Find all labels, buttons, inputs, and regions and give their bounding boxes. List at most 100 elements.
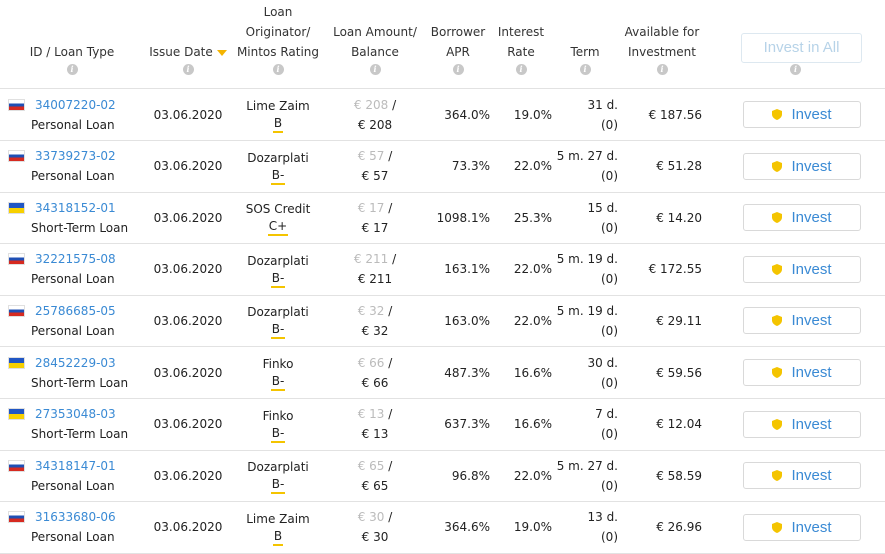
header-apr[interactable]: Borrower APR i bbox=[426, 0, 490, 88]
info-icon[interactable]: i bbox=[579, 64, 591, 75]
header-amount[interactable]: Loan Amount/ Balance i bbox=[324, 0, 426, 88]
info-icon[interactable]: i bbox=[369, 64, 381, 75]
info-icon[interactable]: i bbox=[66, 64, 78, 75]
header-issue-date[interactable]: Issue Date i bbox=[144, 0, 232, 88]
mintos-rating[interactable]: B- bbox=[270, 168, 286, 185]
header-originator[interactable]: Loan Originator/ Mintos Rating i bbox=[232, 0, 324, 88]
originator-cell: Lime Zaim B bbox=[232, 502, 324, 553]
invest-button-label: Invest bbox=[791, 260, 832, 278]
header-available-line2: Investment bbox=[628, 45, 696, 59]
shield-icon bbox=[772, 212, 783, 224]
term-cell: 5 m. 27 d. (0) bbox=[552, 450, 618, 501]
term-value: 5 m. 27 d. bbox=[556, 458, 618, 473]
issue-date: 03.06.2020 bbox=[144, 347, 232, 398]
loan-id-link[interactable]: 27353048-03 bbox=[35, 407, 116, 422]
table-row: 31633680-06 Personal Loan 03.06.2020 Lime Z… bbox=[0, 502, 885, 554]
originator-name: Dozarplati bbox=[247, 305, 309, 320]
amount-cell: € 17 /€ 17 bbox=[324, 192, 426, 243]
header-term[interactable]: Term i bbox=[552, 0, 618, 88]
header-id-type[interactable]: ID / Loan Type i bbox=[0, 0, 144, 88]
originator-name: Finko bbox=[262, 408, 294, 423]
interest-rate-value: 22.0% bbox=[513, 262, 552, 277]
info-icon[interactable]: i bbox=[272, 64, 284, 75]
invest-button[interactable]: Invest bbox=[743, 307, 861, 335]
info-icon[interactable]: i bbox=[790, 64, 801, 75]
loan-amount: € 66 bbox=[357, 355, 385, 370]
borrower-apr: 637.3% bbox=[426, 399, 490, 450]
mintos-rating[interactable]: B- bbox=[270, 426, 286, 443]
borrower-apr: 1098.1% bbox=[426, 192, 490, 243]
available-value: € 51.28 bbox=[656, 159, 702, 174]
invest-button[interactable]: Invest bbox=[743, 255, 861, 283]
term-extension: (0) bbox=[601, 169, 618, 184]
available-value: € 172.55 bbox=[648, 262, 702, 277]
available-cell: € 59.56 bbox=[618, 347, 706, 398]
loan-amount: € 211 bbox=[353, 252, 389, 267]
invest-button-label: Invest bbox=[791, 312, 832, 330]
originator-cell: Dozarplati B- bbox=[232, 295, 324, 346]
header-id-type-label: ID / Loan Type bbox=[29, 45, 115, 59]
invest-all-button[interactable]: Invest in All bbox=[741, 33, 862, 63]
invest-button[interactable]: Invest bbox=[743, 204, 861, 232]
invest-button[interactable]: Invest bbox=[743, 359, 861, 386]
term-extension: (0) bbox=[601, 530, 618, 545]
invest-button[interactable]: Invest bbox=[743, 152, 861, 180]
header-interest-line2: Rate bbox=[507, 45, 535, 59]
invest-button[interactable]: Invest bbox=[743, 410, 861, 438]
borrower-apr: 364.0% bbox=[426, 89, 490, 140]
mintos-rating[interactable]: B bbox=[272, 529, 284, 546]
loan-balance: € 32 bbox=[361, 323, 389, 338]
sort-desc-icon[interactable] bbox=[216, 49, 227, 56]
mintos-rating[interactable]: B- bbox=[270, 477, 286, 495]
loan-id-link[interactable]: 34318152-01 bbox=[35, 200, 116, 215]
loan-id-link[interactable]: 34318147-01 bbox=[35, 458, 116, 473]
info-icon[interactable]: i bbox=[656, 64, 668, 75]
term-cell: 7 d. (0) bbox=[552, 399, 618, 450]
issue-date-value: 03.06.2020 bbox=[153, 365, 223, 380]
loan-id-link[interactable]: 28452229-03 bbox=[35, 355, 116, 370]
table-row: 32221575-08 Personal Loan 03.06.2020 Dozarp… bbox=[0, 244, 885, 296]
term-cell: 5 m. 19 d. (0) bbox=[552, 295, 618, 346]
invest-button[interactable]: Invest bbox=[743, 513, 861, 541]
loan-id-link[interactable]: 25786685-05 bbox=[35, 303, 116, 318]
mintos-rating[interactable]: B bbox=[272, 116, 284, 133]
invest-button[interactable]: Invest bbox=[743, 101, 861, 128]
term-extension: (0) bbox=[601, 478, 618, 493]
issue-date: 03.06.2020 bbox=[144, 295, 232, 346]
loan-amount: € 32 bbox=[357, 303, 385, 318]
mintos-rating[interactable]: B- bbox=[270, 271, 286, 288]
term-cell: 31 d. (0) bbox=[552, 89, 618, 140]
amount-cell: € 66 /€ 66 bbox=[324, 347, 426, 398]
originator-cell: SOS Credit C+ bbox=[232, 192, 324, 243]
term-extension: (0) bbox=[601, 117, 618, 132]
header-interest[interactable]: Interest Rate i bbox=[490, 0, 552, 88]
loan-id-link[interactable]: 34007220-02 bbox=[35, 97, 116, 112]
borrower-apr-value: 487.3% bbox=[444, 365, 490, 380]
shield-icon bbox=[772, 367, 783, 378]
borrower-apr: 96.8% bbox=[426, 450, 490, 501]
mintos-rating[interactable]: B- bbox=[270, 322, 286, 340]
interest-rate: 19.0% bbox=[490, 502, 552, 553]
issue-date-value: 03.06.2020 bbox=[153, 210, 223, 225]
invest-button[interactable]: Invest bbox=[743, 462, 861, 490]
loan-id-link[interactable]: 33739273-02 bbox=[35, 149, 116, 164]
info-icon[interactable]: i bbox=[452, 64, 464, 75]
amount-separator: / bbox=[388, 510, 393, 525]
term-value: 15 d. bbox=[587, 200, 618, 215]
interest-rate-value: 22.0% bbox=[513, 159, 552, 174]
term-cell: 30 d. (0) bbox=[552, 347, 618, 398]
info-icon[interactable]: i bbox=[515, 64, 527, 75]
table-row: 34318147-01 Personal Loan 03.06.2020 Dozarp… bbox=[0, 450, 885, 503]
info-icon[interactable]: i bbox=[182, 64, 194, 75]
loan-id-link[interactable]: 32221575-08 bbox=[35, 252, 116, 267]
loan-id-link[interactable]: 31633680-06 bbox=[35, 510, 116, 525]
issue-date-value: 03.06.2020 bbox=[153, 468, 223, 483]
term-extension: (0) bbox=[601, 220, 618, 235]
mintos-rating[interactable]: B- bbox=[270, 374, 286, 391]
amount-cell: € 211 /€ 211 bbox=[324, 244, 426, 295]
borrower-apr: 364.6% bbox=[426, 502, 490, 553]
amount-cell: € 32 /€ 32 bbox=[324, 295, 426, 346]
header-available[interactable]: Available for Investment i bbox=[618, 0, 706, 88]
interest-rate: 16.6% bbox=[490, 347, 552, 398]
mintos-rating[interactable]: C+ bbox=[267, 219, 289, 237]
